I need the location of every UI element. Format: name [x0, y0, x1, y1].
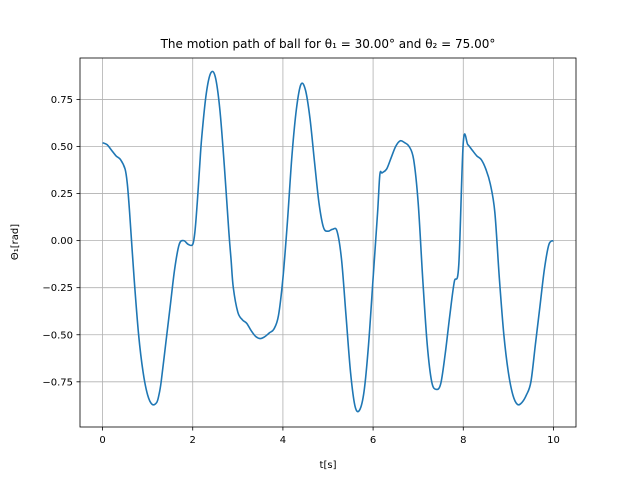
x-tick-label: 4	[280, 435, 286, 446]
y-tick-label: −0.25	[42, 283, 73, 294]
y-tick-label: 0.50	[51, 142, 73, 153]
series-line	[102, 70, 554, 413]
series-layer	[102, 70, 554, 413]
y-axis-label: Θ₁[rad]	[10, 224, 21, 260]
chart-title: The motion path of ball for θ₁ = 30.00° …	[160, 37, 496, 51]
ticks: 0 2 4 6 8 10 0.75 0.50 0.25 0.00 −0.25 −0.50 −0.75	[42, 95, 559, 446]
grid	[80, 58, 576, 427]
y-tick-label: −0.75	[42, 377, 73, 388]
x-tick-label: 2	[190, 435, 196, 446]
y-tick-label: 0.00	[51, 236, 73, 247]
x-tick-label: 10	[547, 435, 560, 446]
plot-frame	[79, 57, 577, 428]
y-tick-label: −0.50	[42, 330, 73, 341]
y-tick-label: 0.25	[51, 189, 73, 200]
x-tick-label: 8	[460, 435, 466, 446]
x-tick-label: 0	[99, 435, 105, 446]
y-tick-label: 0.75	[51, 95, 73, 106]
x-axis-label: t[s]	[320, 460, 337, 471]
x-tick-label: 6	[370, 435, 376, 446]
